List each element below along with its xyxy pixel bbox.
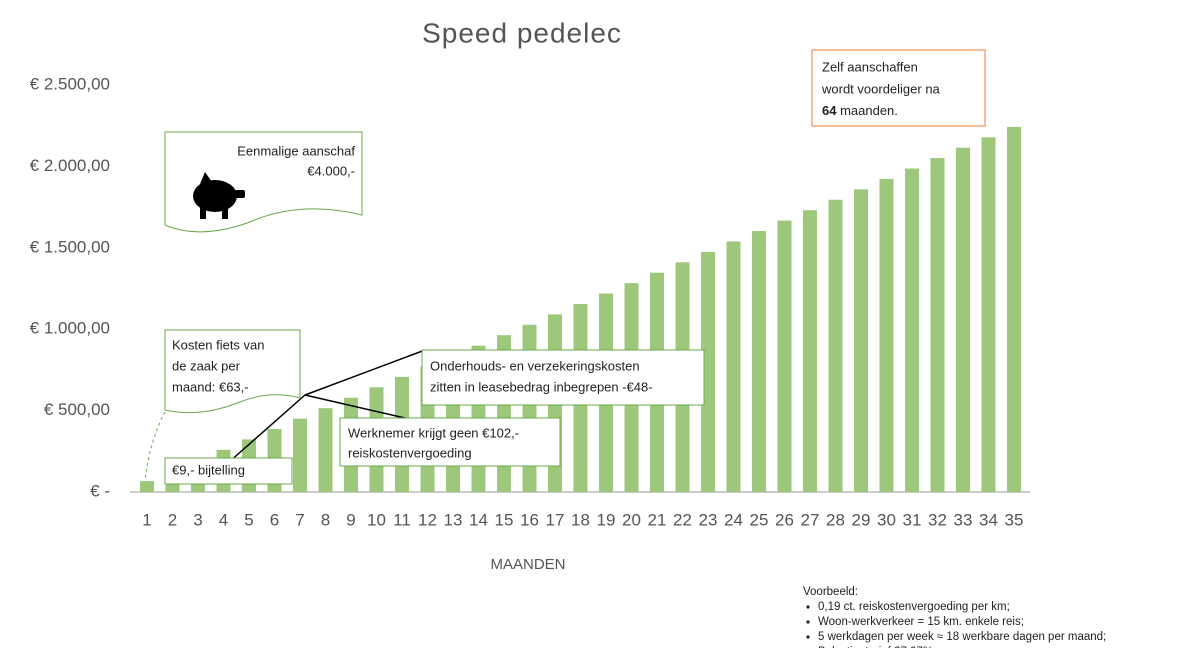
x-tick-label: 27 bbox=[801, 510, 820, 529]
x-tick-label: 29 bbox=[852, 510, 871, 529]
annotation: zitten in leasebedrag inbegrepen -€48- bbox=[430, 379, 653, 394]
x-tick-label: 28 bbox=[826, 510, 845, 529]
bar bbox=[701, 251, 715, 492]
x-tick-label: 16 bbox=[520, 510, 539, 529]
footnote-title: Voorbeeld: bbox=[803, 586, 858, 598]
dashed-callout bbox=[144, 411, 166, 481]
x-tick-label: 5 bbox=[244, 510, 253, 529]
footnote-item: Belastingtarief 37,07%. bbox=[818, 646, 936, 648]
x-tick-label: 12 bbox=[418, 510, 437, 529]
x-tick-label: 32 bbox=[928, 510, 947, 529]
box-onderhoud bbox=[421, 349, 705, 406]
annotation: Zelf aanschaffen bbox=[822, 59, 918, 74]
x-tick-label: 22 bbox=[673, 510, 692, 529]
x-tick-label: 11 bbox=[393, 510, 411, 529]
annotation: maand: €63,- bbox=[172, 379, 249, 394]
chart-title: Speed pedelec bbox=[422, 17, 622, 48]
x-tick-label: 17 bbox=[546, 510, 565, 529]
bar bbox=[803, 210, 817, 492]
annotation: de zaak per bbox=[172, 358, 241, 373]
x-tick-label: 20 bbox=[622, 510, 641, 529]
box-bijtelling bbox=[164, 457, 293, 485]
bar bbox=[140, 481, 154, 492]
bar bbox=[828, 199, 843, 493]
bar bbox=[981, 137, 996, 493]
annotation: wordt voordeliger na bbox=[821, 81, 941, 96]
bar bbox=[905, 168, 919, 492]
annotation: 64 maanden. bbox=[822, 103, 898, 118]
x-tick-label: 25 bbox=[750, 510, 769, 529]
bullet bbox=[806, 605, 810, 609]
bullet bbox=[806, 635, 810, 639]
x-tick-label: 34 bbox=[979, 510, 998, 529]
x-tick-label: 24 bbox=[724, 510, 743, 529]
x-tick-label: 35 bbox=[1005, 510, 1024, 529]
annotation: Onderhouds- en verzekeringskosten bbox=[430, 358, 640, 373]
bar bbox=[879, 178, 894, 492]
piggy-icon bbox=[193, 172, 245, 219]
y-tick-label: € 1.000,00 bbox=[30, 319, 110, 338]
x-tick-label: 10 bbox=[367, 510, 386, 529]
x-tick-label: 21 bbox=[648, 510, 667, 529]
bar bbox=[726, 241, 741, 492]
annotation: Werknemer krijgt geen €102,- bbox=[348, 425, 519, 440]
y-tick-label: € 2.500,00 bbox=[30, 74, 110, 93]
x-tick-label: 26 bbox=[775, 510, 794, 529]
bar bbox=[1007, 126, 1021, 492]
y-tick-label: € 500,00 bbox=[44, 400, 110, 419]
footnote-item: 0,19 ct. reiskostenvergoeding per km; bbox=[818, 601, 1010, 613]
bullet bbox=[806, 620, 810, 624]
x-axis-label: MAANDEN bbox=[490, 556, 565, 573]
bar bbox=[777, 220, 792, 492]
x-tick-label: 4 bbox=[219, 510, 228, 529]
bar bbox=[318, 408, 333, 492]
bar bbox=[854, 189, 868, 492]
annotation: €9,- bijtelling bbox=[172, 462, 245, 477]
x-tick-label: 9 bbox=[346, 510, 355, 529]
x-tick-label: 30 bbox=[877, 510, 896, 529]
x-tick-label: 7 bbox=[295, 510, 304, 529]
footnote-item: Woon-werkverkeer = 15 km. enkele reis; bbox=[818, 616, 1024, 628]
x-tick-label: 2 bbox=[168, 510, 177, 529]
bar bbox=[956, 147, 970, 493]
annotation: Eenmalige aanschaf bbox=[237, 143, 355, 158]
annotation: €4.000,- bbox=[307, 163, 355, 178]
x-tick-label: 8 bbox=[321, 510, 330, 529]
x-tick-label: 23 bbox=[699, 510, 718, 529]
x-tick-label: 14 bbox=[469, 510, 488, 529]
y-tick-label: € 1.500,00 bbox=[30, 237, 110, 256]
box-reiskosten bbox=[339, 417, 561, 467]
bar bbox=[930, 158, 945, 492]
x-tick-label: 19 bbox=[597, 510, 616, 529]
x-tick-label: 13 bbox=[444, 510, 463, 529]
annotation: maanden. bbox=[836, 103, 897, 118]
bar bbox=[293, 418, 307, 492]
x-tick-label: 18 bbox=[571, 510, 590, 529]
box-voordelig bbox=[811, 49, 986, 127]
annotation-bold: 64 bbox=[822, 103, 837, 118]
x-tick-label: 1 bbox=[142, 510, 151, 529]
y-tick-label: € 2.000,00 bbox=[30, 156, 110, 175]
box-kosten bbox=[164, 329, 301, 414]
footnote-list: 0,19 ct. reiskostenvergoeding per km; Woo… bbox=[806, 601, 1106, 648]
bar bbox=[752, 231, 766, 492]
y-tick-label: € - bbox=[90, 481, 110, 500]
x-tick-label: 6 bbox=[270, 510, 279, 529]
annotation: reiskostenvergoeding bbox=[348, 445, 472, 460]
x-tick-label: 3 bbox=[193, 510, 202, 529]
x-tick-label: 31 bbox=[903, 510, 922, 529]
annotation: Kosten fiets van bbox=[172, 337, 265, 352]
footnote-item: 5 werkdagen per week ≈ 18 werkbare dagen… bbox=[818, 631, 1106, 643]
x-tick-label: 15 bbox=[495, 510, 514, 529]
x-tick-label: 33 bbox=[954, 510, 973, 529]
